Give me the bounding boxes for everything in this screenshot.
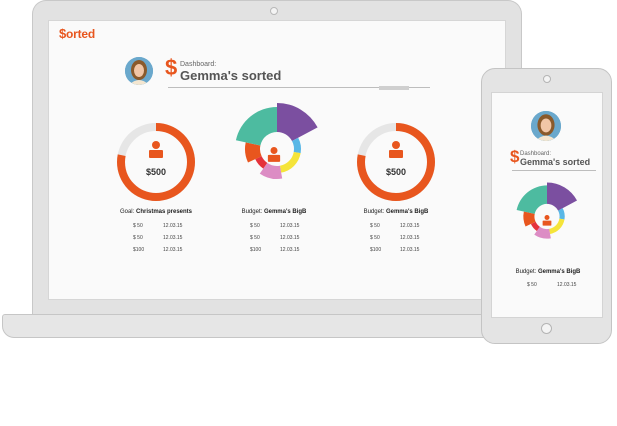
mobile-screen: $ Dashboard: Gemma's sorted Budget: Gemm… — [491, 92, 603, 318]
desktop-screen: $orted $ Dashboard: Gemma's sorted $500 … — [48, 20, 506, 300]
budget-progress-ring[interactable] — [353, 119, 439, 205]
transaction-date: 12.03.15 — [400, 247, 420, 253]
phone-home-button[interactable] — [541, 323, 552, 334]
list-item: $ 50 12.03.15 — [250, 223, 299, 235]
blue-segment — [558, 208, 565, 220]
mobile-user-avatar[interactable] — [531, 111, 561, 141]
budget-breakdown-chart[interactable] — [231, 99, 323, 195]
list-item: $ 50 12.03.15 — [527, 282, 576, 292]
goal-label-prefix: Goal: — [119, 209, 135, 215]
teal-segment — [235, 107, 277, 146]
orange-segment — [245, 142, 262, 163]
transaction-date: 12.03.15 — [400, 235, 420, 241]
purple-segment — [547, 182, 578, 211]
budget-ring-progress — [357, 123, 435, 201]
budget-transaction-list: $ 50 12.03.15 $ 50 12.03.15 $100 12.03.15 — [370, 223, 419, 259]
mobile-dashboard-caption: Dashboard: — [520, 151, 552, 157]
mobile-dashboard-divider — [512, 170, 596, 171]
transaction-amount: $ 50 — [250, 235, 260, 241]
transaction-amount: $ 50 — [133, 235, 143, 241]
teal-segment — [516, 185, 547, 214]
dashboard-caption: Dashboard: — [180, 61, 217, 68]
user-avatar[interactable] — [125, 57, 153, 85]
transaction-date: 12.03.15 — [280, 247, 300, 253]
transaction-date: 12.03.15 — [163, 223, 183, 229]
budget-label-title: Gemma's BigB — [385, 209, 429, 215]
budget-chart-transaction-list: $ 50 12.03.15 $ 50 12.03.15 $100 12.03.15 — [250, 223, 299, 259]
transaction-amount: $ 50 — [370, 235, 380, 241]
list-item: $ 50 12.03.15 — [133, 235, 182, 247]
brand-logo[interactable]: $orted — [59, 26, 95, 41]
mobile-transaction-list: $ 50 12.03.15 — [527, 282, 576, 292]
list-item: $100 12.03.15 — [370, 247, 419, 259]
list-item: $100 12.03.15 — [133, 247, 182, 259]
budget-amount: $500 — [385, 167, 407, 177]
dashboard-scroll-indicator — [379, 86, 409, 90]
list-item: $ 50 12.03.15 — [370, 235, 419, 247]
laptop-camera — [270, 7, 278, 15]
purple-segment — [277, 103, 318, 142]
list-item: $ 50 12.03.15 — [250, 235, 299, 247]
budget-person-icon — [267, 147, 281, 162]
transaction-amount: $ 50 — [527, 282, 537, 288]
dashboard-dollar-icon: $ — [165, 55, 178, 80]
budget-chart-label: Budget: Gemma's BigB — [219, 209, 329, 215]
pink-segment — [259, 162, 283, 179]
mobile-budget-label-prefix: Budget: — [515, 269, 537, 275]
mobile-dashboard-title: Gemma's sorted — [520, 157, 591, 167]
brand-logo-symbol: $ — [59, 26, 67, 41]
transaction-date: 12.03.15 — [400, 223, 420, 229]
mobile-dashboard-dollar-icon: $ — [510, 147, 520, 166]
mobile-budget-breakdown-chart[interactable] — [513, 179, 581, 251]
budget-chart-label-prefix: Budget: — [241, 209, 263, 215]
list-item: $100 12.03.15 — [250, 247, 299, 259]
goal-progress-ring[interactable] — [113, 119, 199, 205]
orange-segment — [523, 211, 536, 227]
list-item: $ 50 12.03.15 — [133, 223, 182, 235]
budget-ring-person-icon — [389, 141, 403, 158]
red-segment — [255, 156, 268, 169]
mobile-budget-label-title: Gemma's BigB — [537, 269, 581, 275]
mobile-budget-label: Budget: Gemma's BigB — [492, 269, 602, 275]
blue-segment — [292, 137, 301, 154]
goal-person-icon — [149, 141, 163, 158]
brand-logo-text: orted — [66, 27, 96, 41]
transaction-amount: $100 — [250, 247, 262, 253]
goal-ring-progress — [117, 123, 195, 201]
goal-label-title: Christmas presents — [135, 209, 193, 215]
transaction-amount: $100 — [370, 247, 382, 253]
mobile-person-icon — [542, 215, 552, 226]
pink-segment — [534, 226, 551, 239]
list-item: $ 50 12.03.15 — [370, 223, 419, 235]
transaction-amount: $100 — [133, 247, 145, 253]
goal-transaction-list: $ 50 12.03.15 $ 50 12.03.15 $100 12.03.15 — [133, 223, 182, 259]
transaction-date: 12.03.15 — [163, 247, 183, 253]
yellow-segment — [549, 218, 565, 234]
budget-label: Budget: Gemma's BigB — [341, 209, 451, 215]
transaction-date: 12.03.15 — [280, 223, 300, 229]
phone-camera — [543, 75, 551, 83]
transaction-amount: $ 50 — [133, 223, 143, 229]
dashboard-divider — [168, 87, 430, 88]
transaction-date: 12.03.15 — [280, 235, 300, 241]
goal-label: Goal: Christmas presents — [101, 209, 211, 215]
yellow-segment — [279, 151, 301, 173]
transaction-date: 12.03.15 — [163, 235, 183, 241]
transaction-amount: $ 50 — [370, 223, 380, 229]
budget-chart-label-title: Gemma's BigB — [263, 209, 307, 215]
dashboard-title: Gemma's sorted — [180, 68, 282, 83]
transaction-date: 12.03.15 — [557, 282, 577, 288]
budget-label-prefix: Budget: — [363, 209, 385, 215]
laptop-base — [2, 314, 550, 338]
goal-amount: $500 — [145, 167, 167, 177]
red-segment — [530, 221, 540, 232]
transaction-amount: $ 50 — [250, 223, 260, 229]
